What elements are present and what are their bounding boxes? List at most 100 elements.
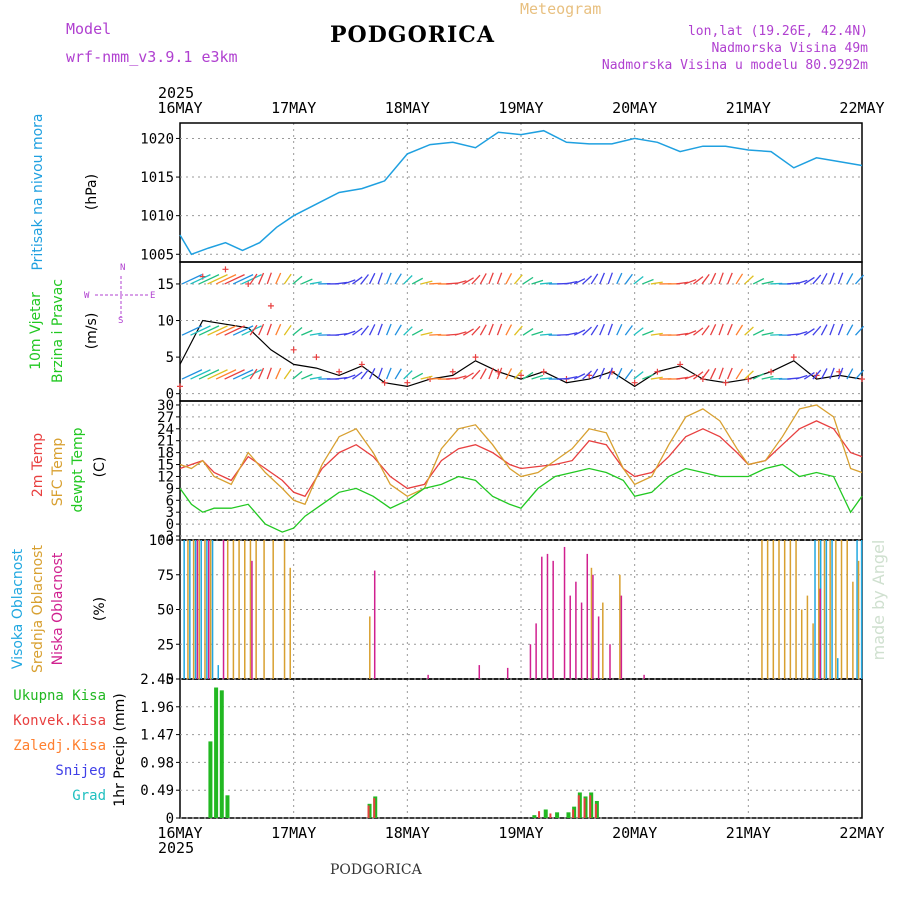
conv-precip-bar <box>367 805 370 818</box>
low-cloud-bar <box>569 595 571 679</box>
wind-barb <box>215 369 237 380</box>
high-cloud-bar <box>856 540 858 679</box>
wind-barb <box>343 374 356 380</box>
wind-barb <box>837 323 844 336</box>
wind-barb <box>266 323 272 336</box>
wind-barb <box>420 375 433 380</box>
wind-gust-marker <box>768 368 775 375</box>
wind-barb <box>684 330 697 336</box>
wind-gust-marker <box>449 368 456 375</box>
wind-barb <box>232 325 254 336</box>
wind-barb <box>454 331 467 336</box>
wind-barb <box>744 326 754 336</box>
wind-gust-marker <box>518 372 524 379</box>
mid-cloud-bar <box>187 540 189 679</box>
wind-barb <box>633 327 644 336</box>
wind-barb <box>198 369 220 380</box>
low-cloud-bar <box>541 556 543 679</box>
wind-barb <box>352 371 363 380</box>
wind-barb <box>496 272 503 285</box>
wind-barb <box>727 323 733 336</box>
wind-barb <box>761 280 774 285</box>
y-tick-label: 6 <box>166 493 174 509</box>
mid-cloud-bar <box>783 540 786 679</box>
wind-barb <box>249 324 258 336</box>
wind-barb <box>309 332 322 336</box>
x-tick-bottom: 22MAY <box>839 824 884 842</box>
y-tick-label: 50 <box>157 603 174 619</box>
wind-barb <box>190 369 211 380</box>
y-tick-label: 1005 <box>140 247 174 263</box>
wind-barb <box>607 323 613 336</box>
wind-barb <box>394 324 402 336</box>
wind-barb <box>624 325 633 336</box>
high-cloud-bar <box>183 540 185 679</box>
x-tick-bottom: 19MAY <box>498 824 543 842</box>
wind-barb <box>837 367 844 380</box>
x-tick-bottom: 18MAY <box>385 824 430 842</box>
wind-barb <box>642 330 654 336</box>
wind-barb <box>385 367 392 380</box>
low-cloud-bar <box>609 644 611 679</box>
wind-barb <box>573 329 586 336</box>
wind-barb <box>360 369 369 380</box>
legend-total-precip: Ukupna Kisa <box>13 688 106 704</box>
x-tick-bottom: 16MAY <box>157 824 202 842</box>
high-cloud-bar <box>194 540 197 679</box>
wind-barb <box>309 281 322 285</box>
wind-barb <box>693 276 704 285</box>
wind-barb <box>727 367 733 380</box>
mid-cloud-bar <box>766 540 769 679</box>
y-tick-label: 2.45 <box>140 672 174 688</box>
wind-barb <box>462 328 474 336</box>
mid-cloud-bar <box>806 595 809 679</box>
mid-cloud-bar <box>272 540 274 679</box>
wind-barb <box>829 272 835 285</box>
low-cloud-bar <box>427 674 429 679</box>
wind-barb <box>335 333 348 336</box>
x-tick-top: 21MAY <box>726 99 771 117</box>
wind-barb <box>215 274 237 285</box>
wind-gust-marker <box>472 354 479 361</box>
x-tick-bottom: 20MAY <box>612 824 657 842</box>
wind-barb <box>403 326 413 336</box>
legend-hail: Grad <box>72 788 106 804</box>
wind-barb <box>394 368 402 380</box>
wind-barb <box>454 280 467 285</box>
wind-barb <box>752 329 765 336</box>
model-elevation-label: Nadmorska Visina u modelu 80.9292m <box>601 58 868 73</box>
wind-barb <box>718 323 724 336</box>
wind-barb <box>301 373 313 380</box>
wind-barb <box>590 273 599 285</box>
mid-cloud-bar <box>778 540 780 679</box>
sfc-temp-line <box>179 404 863 506</box>
wind-barb <box>846 324 854 336</box>
wind-barb <box>215 325 237 336</box>
y-tick-label: 15 <box>157 458 174 474</box>
wind-barb <box>207 325 228 336</box>
conv-precip-bar <box>577 795 580 818</box>
wind-barb <box>283 368 292 380</box>
wind-barb <box>190 274 211 285</box>
wind-barb <box>531 279 544 285</box>
wind-barb <box>709 272 717 285</box>
wind-barb <box>650 332 663 336</box>
wind-barb <box>803 372 815 380</box>
wind-barb <box>335 281 348 285</box>
wind-barb <box>795 279 808 285</box>
wind-barb <box>718 367 724 380</box>
wind-barb <box>709 324 717 336</box>
y-tick-label: 0 <box>166 517 174 533</box>
wind-barb <box>624 273 633 285</box>
wind-barb <box>360 325 369 336</box>
wind-gust-marker <box>540 368 547 375</box>
wind-barb <box>829 367 835 380</box>
low-cloud-bar <box>222 540 225 679</box>
footer-title: PODGORICA <box>330 862 422 878</box>
wind-barb <box>471 274 481 285</box>
temp-unit: (C) <box>92 457 108 478</box>
wind-barb <box>283 324 292 336</box>
wind-barb <box>241 369 262 380</box>
compass-w: W <box>84 291 90 301</box>
wind-ylabel-1: 10m Vjetar <box>28 292 44 370</box>
